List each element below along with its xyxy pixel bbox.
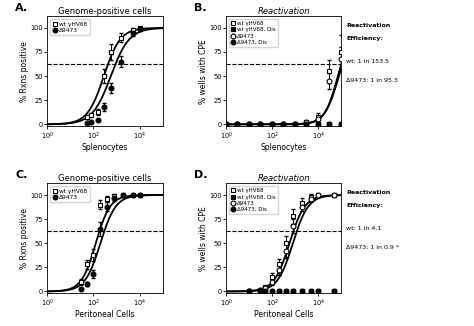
Text: Reactivation: Reactivation	[346, 190, 390, 195]
Y-axis label: % wells with CPE: % wells with CPE	[199, 39, 208, 104]
X-axis label: Peritoneal Cells: Peritoneal Cells	[75, 310, 135, 319]
Text: D.: D.	[194, 170, 207, 180]
Y-axis label: % Rxns positive: % Rxns positive	[20, 41, 29, 102]
Text: wt: 1 in 4.1: wt: 1 in 4.1	[346, 226, 381, 231]
Text: Efficiency:: Efficiency:	[346, 36, 383, 41]
Text: wt: 1 in 153.5: wt: 1 in 153.5	[346, 59, 389, 64]
Y-axis label: % Rxns positive: % Rxns positive	[20, 208, 29, 269]
Text: Δ9473: 1 in 95.3: Δ9473: 1 in 95.3	[346, 78, 398, 83]
Text: Efficiency:: Efficiency:	[346, 203, 383, 208]
Text: B.: B.	[194, 3, 206, 13]
Text: A.: A.	[15, 3, 28, 13]
Title: Genome-positive cells: Genome-positive cells	[58, 7, 152, 16]
X-axis label: Peritoneal Cells: Peritoneal Cells	[254, 310, 313, 319]
Text: Δ9473: 1 in 0.9 *: Δ9473: 1 in 0.9 *	[346, 245, 399, 250]
Text: Reactivation: Reactivation	[346, 23, 390, 28]
Legend: wt γHV68, Δ9473: wt γHV68, Δ9473	[50, 19, 90, 35]
Title: Genome-positive cells: Genome-positive cells	[58, 174, 152, 183]
X-axis label: Splenocytes: Splenocytes	[261, 143, 307, 152]
Legend: wt γHV68, wt γHV68, Dis, Δ9473, Δ9473, Dis: wt γHV68, wt γHV68, Dis, Δ9473, Δ9473, D…	[229, 186, 278, 214]
Legend: wt γHV68, wt γHV68, Dis, Δ9473, Δ9473, Dis: wt γHV68, wt γHV68, Dis, Δ9473, Δ9473, D…	[229, 19, 278, 47]
Text: C.: C.	[15, 170, 27, 180]
Y-axis label: % wells with CPE: % wells with CPE	[199, 206, 208, 271]
Title: Reactivation: Reactivation	[257, 174, 310, 183]
Title: Reactivation: Reactivation	[257, 7, 310, 16]
Legend: wt γHV68, Δ9473: wt γHV68, Δ9473	[50, 186, 90, 202]
X-axis label: Splenocytes: Splenocytes	[82, 143, 128, 152]
